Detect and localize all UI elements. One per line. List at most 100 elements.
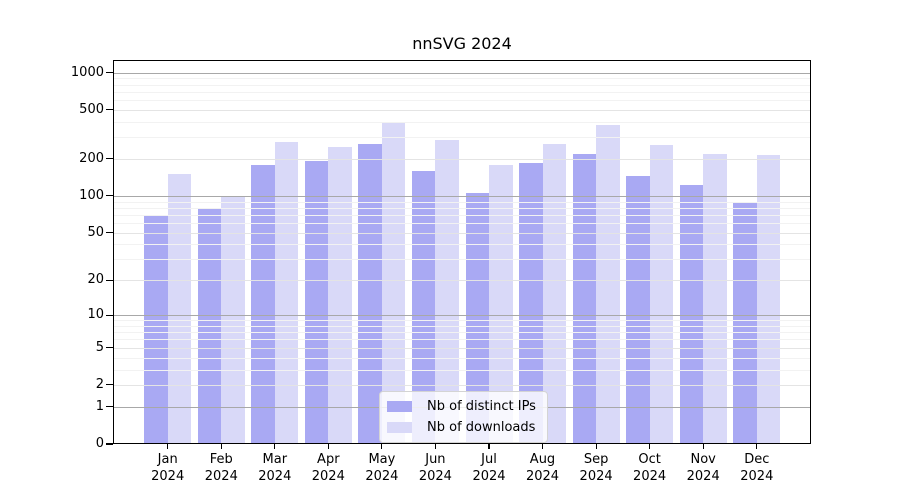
y-tick-label: 0 (95, 436, 104, 451)
x-tick-label: Jul 2024 (472, 452, 506, 484)
bar-distinct-ips-jul (465, 192, 489, 444)
x-tick-label: Aug 2024 (525, 452, 560, 484)
x-axis-tick (488, 444, 490, 449)
gridline (113, 201, 811, 203)
x-tick-label: May 2024 (365, 452, 399, 484)
y-tick-label: 50 (87, 224, 104, 240)
gridline (113, 207, 811, 209)
x-axis-tick (274, 444, 276, 449)
gridline (113, 121, 811, 123)
bar-downloads-feb (221, 195, 245, 444)
y-axis-tick (106, 443, 113, 445)
x-tick-label: Mar 2024 (258, 452, 292, 484)
gridline (113, 158, 811, 160)
x-axis-tick (649, 444, 651, 449)
gridline (113, 320, 811, 322)
x-axis-tick (327, 444, 329, 449)
gridline (113, 369, 811, 371)
x-tick-label: Jan 2024 (151, 452, 185, 484)
legend-label: Nb of downloads (427, 420, 536, 435)
bar-downloads-jun (435, 139, 459, 444)
x-tick-label: Feb 2024 (204, 452, 238, 484)
gridline (113, 109, 811, 111)
gridline (113, 280, 811, 282)
legend-swatch-distinct-ips (387, 401, 412, 412)
bar-downloads-jul (489, 165, 513, 444)
y-axis-tick (106, 232, 113, 234)
legend-item-distinct-ips: Nb of distinct IPs (387, 398, 536, 415)
gridline (113, 195, 811, 197)
gridline (113, 244, 811, 246)
x-axis-tick (756, 444, 758, 449)
y-axis-tick (106, 71, 113, 74)
gridline (113, 315, 811, 317)
gridline (113, 332, 811, 334)
y-axis-tick (106, 384, 113, 386)
bar-distinct-ips-dec (733, 201, 757, 444)
y-axis-tick (106, 109, 113, 111)
x-tick-label: Apr 2024 (311, 452, 345, 484)
x-axis-tick (595, 444, 597, 449)
y-axis-tick (106, 347, 113, 349)
y-tick-label: 5 (95, 339, 104, 355)
bar-distinct-ips-mar (251, 164, 275, 444)
y-tick-label: 500 (79, 101, 104, 117)
bar-downloads-jan (167, 173, 192, 444)
gridline (113, 325, 811, 327)
gridline (113, 232, 811, 234)
x-tick-label: Nov 2024 (686, 452, 720, 484)
gridline (113, 137, 811, 139)
gridline (113, 72, 811, 74)
gridline (113, 339, 811, 341)
bar-distinct-ips-jan (144, 214, 168, 444)
y-axis-tick (106, 406, 113, 408)
legend: Nb of distinct IPs Nb of downloads (379, 391, 548, 443)
y-axis-tick (106, 279, 113, 281)
x-axis-tick (220, 444, 222, 449)
bar-distinct-ips-nov (679, 184, 704, 444)
gridline (113, 214, 811, 216)
y-axis-tick (106, 195, 113, 197)
gridline (113, 91, 811, 93)
x-tick-label: Jun 2024 (418, 452, 452, 484)
y-tick-label: 10 (87, 307, 104, 323)
bar-downloads-mar (274, 142, 299, 444)
gridline (113, 259, 811, 261)
bar-downloads-oct (649, 144, 674, 444)
bar-distinct-ips-jun (411, 170, 436, 444)
gridline (113, 384, 811, 386)
x-tick-label: Sep 2024 (579, 452, 613, 484)
x-axis-tick (381, 444, 383, 449)
legend-label: Nb of distinct IPs (427, 399, 536, 414)
bar-distinct-ips-sep (572, 153, 597, 444)
gridline (113, 357, 811, 359)
gridline (113, 223, 811, 224)
bar-downloads-may (381, 122, 406, 444)
y-tick-label: 2 (95, 376, 104, 392)
chart-title: nnSVG 2024 (412, 34, 512, 53)
y-axis-tick (106, 158, 113, 160)
y-tick-label: 200 (79, 150, 104, 166)
bar-downloads-dec (756, 155, 781, 444)
gridline (113, 78, 811, 80)
y-axis-tick (106, 314, 113, 316)
legend-item-downloads: Nb of downloads (387, 419, 536, 436)
bar-distinct-ips-apr (304, 160, 329, 444)
bar-downloads-aug (542, 143, 567, 444)
bar-distinct-ips-may (358, 144, 382, 444)
y-tick-label: 100 (79, 187, 104, 203)
gridline (113, 347, 811, 349)
y-tick-label: 1 (95, 398, 104, 414)
y-tick-label: 20 (87, 272, 104, 288)
bar-downloads-sep (596, 124, 620, 444)
x-axis-tick (541, 444, 544, 449)
bar-distinct-ips-oct (626, 176, 650, 444)
bar-downloads-nov (703, 154, 727, 444)
plot-area (113, 60, 811, 444)
legend-swatch-downloads (387, 422, 412, 433)
x-axis-tick (702, 444, 704, 449)
x-tick-label: Oct 2024 (633, 452, 667, 484)
bar-downloads-apr (328, 147, 352, 444)
x-axis-tick (434, 444, 436, 449)
